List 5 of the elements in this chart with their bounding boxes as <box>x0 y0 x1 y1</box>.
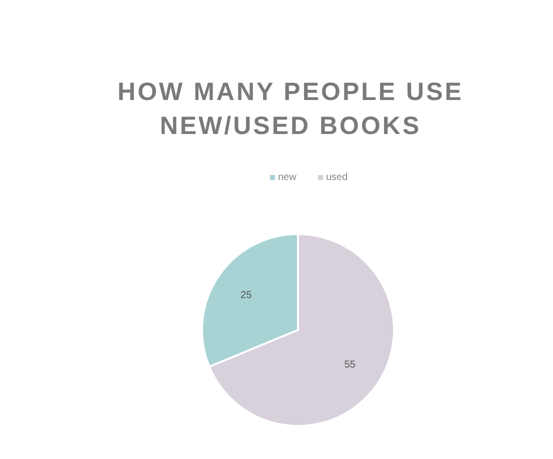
legend-label: used <box>326 172 348 183</box>
data-label: 55 <box>344 359 356 370</box>
legend-label: new <box>278 172 298 183</box>
data-label: 25 <box>240 290 252 301</box>
chart-title: HOW MANY PEOPLE USE NEW/USED BOOKS <box>118 78 464 140</box>
